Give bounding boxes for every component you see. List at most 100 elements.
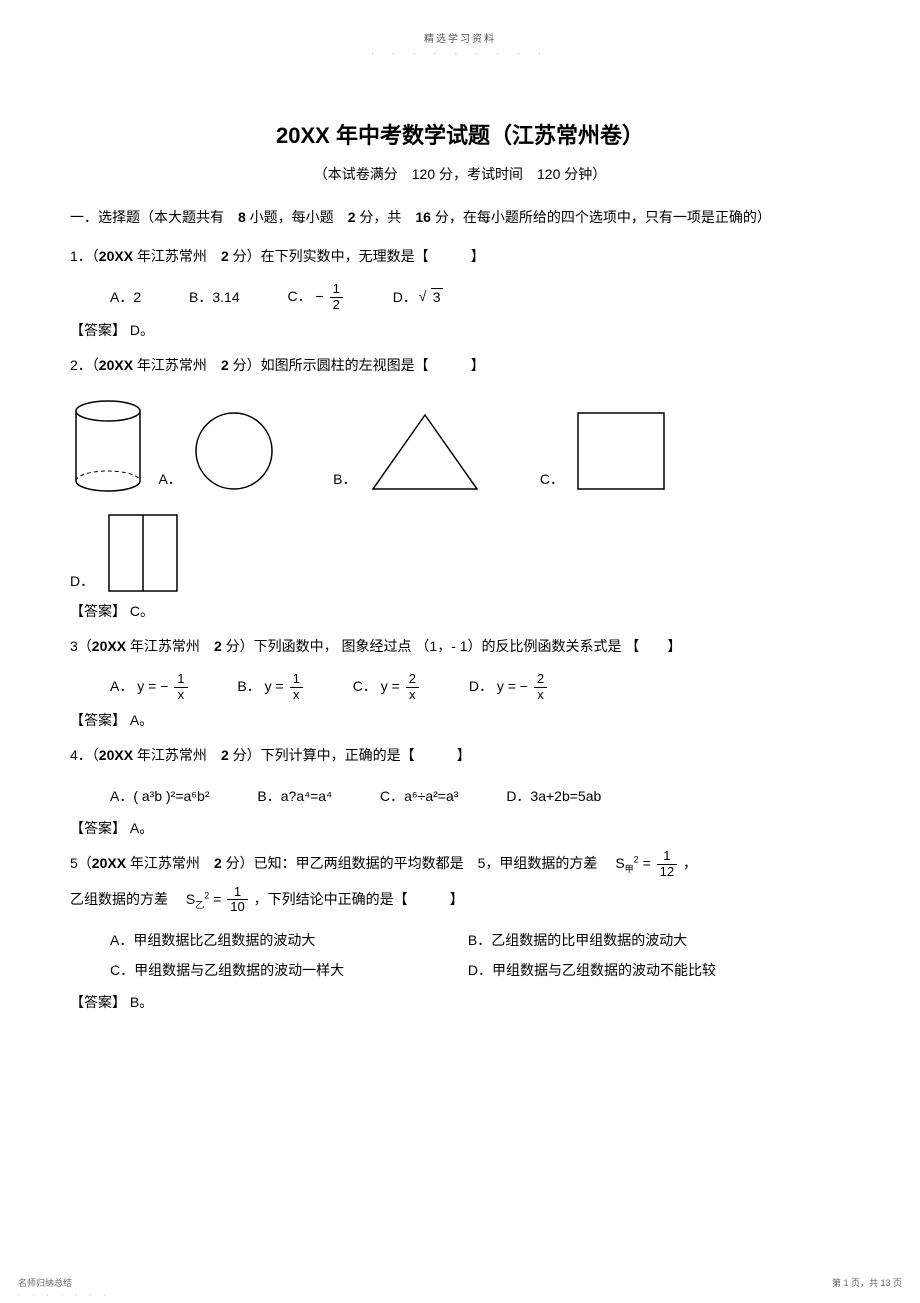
- q3-opt-b: B． y = 1x: [237, 672, 304, 702]
- triangle-icon: [367, 409, 483, 493]
- q3-c-label: C．: [353, 678, 377, 694]
- doc-header: 精选学习资料: [70, 30, 850, 45]
- q3-pts: 2: [214, 638, 222, 654]
- q5-s1: S甲2: [615, 855, 638, 871]
- subtitle-prefix: （本试卷满分: [314, 166, 412, 182]
- q3-prefix: 3（: [70, 638, 92, 654]
- q4-year: 20XX: [99, 747, 133, 763]
- question-5: 5（20XX 年江苏常州 2 分）已知：甲乙两组数据的平均数都是 5，甲组数据的…: [70, 848, 850, 880]
- section-text-g: 分，在每小题所给的四个选项中，只有一项是正确的）: [431, 209, 771, 225]
- question-3: 3（20XX 年江苏常州 2 分）下列函数中， 图象经过点 （1，- 1）的反比…: [70, 631, 850, 662]
- split-rectangle-icon: [105, 511, 181, 595]
- q3-options: A． y = − 1x B． y = 1x C． y = 2x D． y = −…: [110, 672, 850, 702]
- q4-opt-b: B．a?a⁴=a⁴: [257, 782, 332, 810]
- footer-left: 名师归纳总结: [18, 1276, 72, 1289]
- footer-right: 第 1 页，共 13 页: [832, 1276, 902, 1289]
- q2-after: 分）如图所示圆柱的左视图是【 】: [229, 357, 485, 373]
- q1-optc-num: 1: [330, 282, 343, 297]
- cylinder-icon: [70, 399, 146, 493]
- question-4: 4．（20XX 年江苏常州 2 分）下列计算中，正确的是【 】: [70, 740, 850, 771]
- q3-opt-c: C． y = 2x: [353, 672, 421, 702]
- circle-icon: [192, 409, 276, 493]
- sqrt-icon: 3: [421, 283, 443, 311]
- q3-opt-a: A． y = − 1x: [110, 672, 190, 702]
- q1-prefix: 1．（: [70, 248, 99, 264]
- footer-left-dots: · · · · · · ·: [18, 1292, 111, 1299]
- q5-s2-label: S: [186, 891, 195, 907]
- section-heading: 一．选择题（本大题共有 8 小题，每小题 2 分，共 16 分，在每小题所给的四…: [70, 202, 850, 233]
- q5-s1-sup: 2: [634, 854, 639, 864]
- subtitle-time: 120: [537, 166, 560, 182]
- q2-label-a: A．: [158, 469, 181, 489]
- q3-c-num: 2: [406, 672, 419, 687]
- q3-b-frac: 1x: [290, 672, 303, 702]
- q5-f2: 110: [227, 885, 247, 915]
- q1-after: 分）在下列实数中，无理数是【 】: [229, 248, 485, 264]
- q3-b-den: x: [290, 688, 303, 702]
- q1-optd-label: D．: [393, 289, 417, 305]
- q1-pts: 2: [221, 248, 229, 264]
- q4-answer: 【答案】 A。: [70, 818, 850, 838]
- q3-d-frac: 2x: [534, 672, 547, 702]
- q4-mid: 年江苏常州: [133, 747, 221, 763]
- q1-options: A．2 B．3.14 C． − 1 2 D． 3: [110, 282, 850, 312]
- q5-prefix: 5（: [70, 855, 92, 871]
- q4-after: 分）下列计算中，正确的是【 】: [229, 747, 471, 763]
- q4-options: A．( a³b )²=a⁶b² B．a?a⁴=a⁴ C．a⁶÷a²=a³ D．3…: [110, 781, 850, 810]
- q3-d-eq: y = −: [497, 678, 528, 694]
- q5-opt-d: D．甲组数据与乙组数据的波动不能比较: [468, 956, 716, 984]
- q1-opt-a: A．2: [110, 283, 141, 311]
- q2-prefix: 2．（: [70, 357, 99, 373]
- q4-opt-a: A．( a³b )²=a⁶b²: [110, 782, 210, 810]
- q5-s1-label: S: [615, 855, 624, 871]
- q5-f2-num: 1: [227, 885, 247, 900]
- q5-opt-b: B．乙组数据的比甲组数据的波动大: [468, 926, 687, 954]
- q1-optc-frac: 1 2: [330, 282, 343, 312]
- q3-a-eq: y = −: [137, 678, 168, 694]
- q5-line2-b: ，下列结论中正确的是【 】: [254, 891, 464, 907]
- question-2: 2．（20XX 年江苏常州 2 分）如图所示圆柱的左视图是【 】: [70, 350, 850, 381]
- q5-line2-a: 乙组数据的方差: [70, 891, 182, 907]
- subtitle-suffix: 分钟）: [560, 166, 606, 182]
- q1-year: 20XX: [99, 248, 133, 264]
- question-1: 1．（20XX 年江苏常州 2 分）在下列实数中，无理数是【 】: [70, 241, 850, 272]
- q5-eq2: =: [213, 891, 225, 907]
- q4-opt-c: C．a⁶÷a²=a³: [380, 782, 458, 810]
- section-pts-total: 16: [415, 209, 431, 225]
- q1-opt-d: D． 3: [393, 283, 443, 311]
- q3-c-frac: 2x: [406, 672, 419, 702]
- q5-opt-a: A．甲组数据比乙组数据的波动大: [110, 926, 420, 954]
- subtitle-score: 120: [412, 166, 435, 182]
- q5-s2-sup: 2: [204, 890, 209, 900]
- q3-d-label: D．: [469, 678, 493, 694]
- q3-b-eq: y =: [265, 678, 288, 694]
- q5-after-c: ，甲组数据的方差: [485, 855, 611, 871]
- q2-answer: 【答案】 C。: [70, 601, 850, 621]
- q5-s1-sub: 甲: [625, 864, 634, 874]
- q2-shapes-row-2: D．: [70, 511, 850, 595]
- q3-b-label: B．: [237, 678, 260, 694]
- q2-label-d: D．: [70, 571, 94, 591]
- q5-mid: 年江苏常州: [126, 855, 214, 871]
- q5-pts: 2: [214, 855, 222, 871]
- q5-s2: S乙2: [186, 891, 209, 907]
- q3-opt-d: D． y = − 2x: [469, 672, 549, 702]
- q1-optd-rad: 3: [431, 288, 443, 305]
- q3-c-den: x: [406, 688, 419, 702]
- q2-mid: 年江苏常州: [133, 357, 221, 373]
- subtitle: （本试卷满分 120 分，考试时间 120 分钟）: [70, 164, 850, 184]
- q1-optc-neg: −: [316, 288, 324, 304]
- subtitle-mid: 分，考试时间: [435, 166, 537, 182]
- q2-label-b: B．: [333, 469, 356, 489]
- q1-answer: 【答案】 D。: [70, 320, 850, 340]
- q5-s2-sub: 乙: [195, 899, 204, 909]
- q4-prefix: 4．（: [70, 747, 99, 763]
- q3-c-eq: y =: [381, 678, 404, 694]
- q5-year: 20XX: [92, 855, 126, 871]
- question-5-line2: 乙组数据的方差 S乙2 = 110 ，下列结论中正确的是【 】: [70, 884, 850, 916]
- q5-f1-num: 1: [657, 849, 677, 864]
- q5-f1: 112: [657, 849, 677, 879]
- section-count: 8: [238, 209, 246, 225]
- q3-d-den: x: [534, 688, 547, 702]
- section-text-a: 一．选择题（本大题共有: [70, 209, 238, 225]
